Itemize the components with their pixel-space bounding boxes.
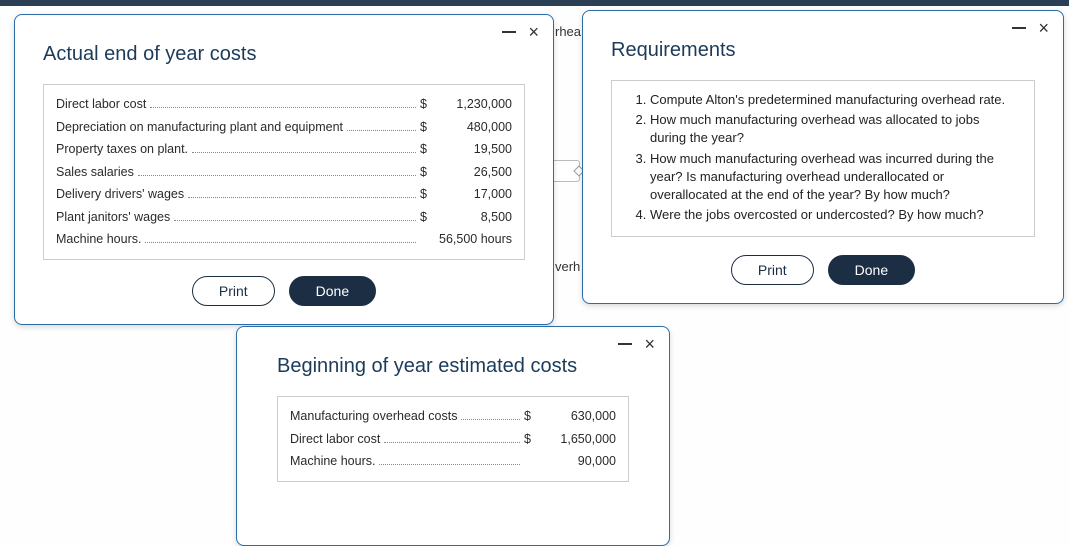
row-currency: $ xyxy=(524,428,538,451)
row-label: Sales salaries xyxy=(56,161,134,184)
table-row: Manufacturing overhead costs $ 630,000 xyxy=(290,405,616,428)
row-value: 19,500 xyxy=(434,138,512,161)
row-currency: $ xyxy=(420,206,434,229)
requirement-item: Compute Alton's predetermined manufactur… xyxy=(650,91,1018,109)
row-currency: $ xyxy=(524,405,538,428)
table-row: Machine hours. 56,500 hours xyxy=(56,228,512,251)
actual-costs-dialog: × Actual end of year costs Direct labor … xyxy=(14,14,554,325)
row-label: Direct labor cost xyxy=(290,428,380,451)
row-currency: $ xyxy=(420,161,434,184)
row-currency: $ xyxy=(420,183,434,206)
dialog-title: Actual end of year costs xyxy=(43,43,553,66)
minimize-icon[interactable] xyxy=(502,31,516,33)
row-value: 480,000 xyxy=(434,116,512,139)
actual-costs-table: Direct labor cost $ 1,230,000 Depreciati… xyxy=(43,84,525,260)
table-row: Plant janitors' wages $ 8,500 xyxy=(56,206,512,229)
row-value: 1,650,000 xyxy=(538,428,616,451)
beginning-costs-table: Manufacturing overhead costs $ 630,000 D… xyxy=(277,396,629,482)
table-row: Sales salaries $ 26,500 xyxy=(56,161,512,184)
row-value: 56,500 hours xyxy=(434,228,512,251)
close-icon[interactable]: × xyxy=(528,25,539,39)
row-label: Machine hours. xyxy=(290,450,375,473)
table-row: Machine hours. 90,000 xyxy=(290,450,616,473)
close-icon[interactable]: × xyxy=(644,337,655,351)
table-row: Depreciation on manufacturing plant and … xyxy=(56,116,512,139)
row-value: 26,500 xyxy=(434,161,512,184)
close-icon[interactable]: × xyxy=(1038,21,1049,35)
minimize-icon[interactable] xyxy=(1012,27,1026,29)
bg-text-fragment: verh xyxy=(555,259,580,274)
row-value: 90,000 xyxy=(538,450,616,473)
requirement-item: How much manufacturing overhead was incu… xyxy=(650,150,1018,205)
row-value: 1,230,000 xyxy=(434,93,512,116)
row-label: Plant janitors' wages xyxy=(56,206,170,229)
bg-text-fragment: rhea xyxy=(555,24,581,39)
requirements-dialog: × Requirements Compute Alton's predeterm… xyxy=(582,10,1064,304)
print-button[interactable]: Print xyxy=(731,255,814,285)
dialog-title: Requirements xyxy=(611,39,1063,62)
requirement-item: Were the jobs overcosted or undercosted?… xyxy=(650,206,1018,224)
row-label: Delivery drivers' wages xyxy=(56,183,184,206)
beginning-costs-dialog: × Beginning of year estimated costs Manu… xyxy=(236,326,670,546)
table-row: Direct labor cost $ 1,650,000 xyxy=(290,428,616,451)
row-currency: $ xyxy=(420,93,434,116)
row-label: Manufacturing overhead costs xyxy=(290,405,457,428)
requirement-item: How much manufacturing overhead was allo… xyxy=(650,111,1018,147)
row-label: Direct labor cost xyxy=(56,93,146,116)
row-label: Property taxes on plant. xyxy=(56,138,188,161)
row-value: 17,000 xyxy=(434,183,512,206)
row-label: Machine hours. xyxy=(56,228,141,251)
row-label: Depreciation on manufacturing plant and … xyxy=(56,116,343,139)
done-button[interactable]: Done xyxy=(828,255,915,285)
table-row: Delivery drivers' wages $ 17,000 xyxy=(56,183,512,206)
table-row: Property taxes on plant. $ 19,500 xyxy=(56,138,512,161)
table-row: Direct labor cost $ 1,230,000 xyxy=(56,93,512,116)
row-currency: $ xyxy=(420,138,434,161)
row-value: 8,500 xyxy=(434,206,512,229)
dialog-title: Beginning of year estimated costs xyxy=(277,355,669,378)
app-topbar xyxy=(0,0,1069,6)
row-currency: $ xyxy=(420,116,434,139)
requirements-list-box: Compute Alton's predetermined manufactur… xyxy=(611,80,1035,237)
print-button[interactable]: Print xyxy=(192,276,275,306)
row-value: 630,000 xyxy=(538,405,616,428)
done-button[interactable]: Done xyxy=(289,276,376,306)
minimize-icon[interactable] xyxy=(618,343,632,345)
